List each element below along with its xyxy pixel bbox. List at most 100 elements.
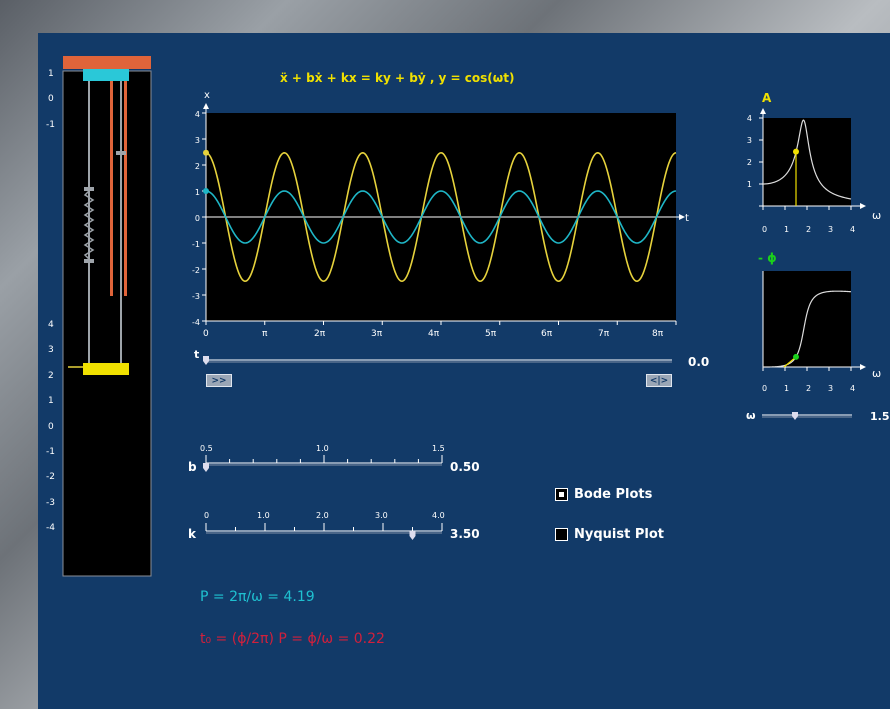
x-tick-label: π [262, 329, 268, 339]
y-tick-label: 4 [194, 110, 200, 119]
series-line-1 [205, 190, 677, 244]
b-tick-label: 1.0 [316, 444, 329, 453]
t-slider[interactable] [203, 349, 684, 369]
omega-value: 1.5 [870, 410, 890, 423]
k-slider-thumb[interactable] [409, 531, 416, 540]
tick-label: 1 [48, 396, 54, 406]
phase-x-arrow [860, 364, 866, 370]
tick-label: -1 [46, 120, 55, 130]
amplitude-omega-label: ω [872, 209, 882, 222]
delay-readout: t₀ = (ϕ/2π) P = ϕ/ω = 0.22 [200, 631, 385, 647]
k-tick-label: 2.0 [316, 511, 329, 520]
nyquist-checkbox[interactable] [555, 528, 568, 541]
x-tick-label: 4π [428, 329, 440, 339]
time-plot-canvas [202, 103, 685, 325]
bode-checkbox[interactable] [555, 488, 568, 501]
y-tick-label: -2 [192, 266, 200, 275]
play-button[interactable]: >> [206, 374, 232, 387]
series-marker-0 [203, 149, 209, 156]
y-tick-label: -1 [192, 240, 200, 249]
x-tick-label: 8π [652, 329, 664, 339]
amp-x-arrow [860, 203, 866, 209]
phase-x-tick: 4 [850, 384, 856, 393]
b-tick-label: 0.5 [200, 444, 213, 453]
amp-y-tick: 1 [746, 180, 752, 189]
tick-label: 3 [48, 345, 54, 355]
phase-curve [763, 290, 852, 368]
period-readout: P = 2π/ω = 4.19 [200, 589, 315, 605]
phase-marker [793, 353, 799, 360]
amp-x-tick: 2 [806, 225, 812, 234]
tick-label: 0 [48, 422, 54, 432]
x-axis-arrow [679, 214, 685, 220]
y-tick-label: 1 [194, 188, 200, 197]
b-slider-label: b [188, 460, 197, 474]
k-tick-label: 1.0 [257, 511, 270, 520]
tick-label: 0 [48, 94, 54, 104]
simulation-panel: 1 0 -1 4 3 2 1 0 -1 -2 -3 -4 ẍ + bẋ + kx… [38, 33, 890, 709]
tick-label: 4 [48, 320, 54, 330]
tick-label: -2 [46, 472, 55, 482]
omega-slider-thumb[interactable] [792, 412, 798, 420]
phase-background [763, 271, 851, 367]
amp-y-tick: 4 [746, 114, 752, 123]
t-slider-label: t [194, 348, 200, 361]
x-axis-label: t [685, 213, 689, 224]
amp-x-tick: 4 [850, 225, 856, 234]
omega-slider[interactable] [762, 405, 862, 425]
phase-canvas [762, 271, 866, 371]
series-marker-1 [203, 188, 209, 194]
x-tick-label: 3π [371, 329, 383, 339]
phase-x-tick: 2 [806, 384, 812, 393]
phase-x-tick: 3 [828, 384, 834, 393]
amp-x-tick: 1 [784, 225, 790, 234]
amp-x-tick: 3 [828, 225, 834, 234]
b-slider[interactable] [203, 451, 454, 475]
y-tick-label: 0 [194, 214, 200, 223]
phase-x-tick: 0 [762, 384, 768, 393]
equation: ẍ + bẋ + kx = ky + bẏ , y = cos(ωt) [280, 71, 515, 85]
nyquist-label: Nyquist Plot [574, 527, 664, 542]
tick-label: -4 [46, 523, 55, 533]
b-slider-thumb[interactable] [203, 463, 209, 472]
b-tick-label: 1.5 [432, 444, 445, 453]
x-tick-label: 2π [314, 329, 326, 339]
spring-apparatus [62, 56, 152, 577]
y-tick-label: 3 [194, 136, 200, 145]
k-value: 3.50 [450, 527, 480, 541]
bode-label: Bode Plots [574, 487, 653, 502]
y-tick-label: -4 [192, 318, 200, 327]
phase-x-tick: 1 [784, 384, 790, 393]
amplitude-marker [793, 148, 799, 155]
x-tick-label: 7π [598, 329, 610, 339]
tick-label: 2 [48, 371, 54, 381]
series-line-0 [205, 151, 677, 283]
amplitude-curve [763, 119, 852, 200]
omega-slider-label: ω [746, 409, 756, 422]
amplitude-axis-label: A [762, 91, 772, 105]
x-tick-label: 6π [541, 329, 553, 339]
y-tick-label: 2 [194, 162, 200, 171]
k-slider[interactable] [204, 519, 454, 543]
amp-x-tick: 0 [762, 225, 768, 234]
amp-y-tick: 3 [746, 136, 752, 145]
k-slider-label: k [188, 527, 196, 541]
amp-y-tick: 2 [746, 158, 752, 167]
tick-label: 1 [48, 69, 54, 79]
y-tick-label: -3 [192, 292, 200, 301]
k-tick-label: 4.0 [432, 511, 445, 520]
k-tick-label: 0 [204, 511, 210, 520]
amplitude-canvas [759, 108, 866, 210]
phase-axis-label: - ϕ [758, 251, 777, 265]
t-slider-thumb[interactable] [203, 356, 209, 365]
y-axis-arrow [203, 103, 209, 109]
phase-omega-label: ω [872, 367, 882, 380]
tick-label: -3 [46, 498, 55, 508]
x-tick-label: 0 [203, 329, 209, 339]
y-axis-label: x [204, 90, 210, 101]
amp-y-arrow [760, 108, 766, 114]
t-value: 0.0 [688, 355, 710, 369]
checkbox-mark [559, 492, 564, 497]
step-button[interactable]: <|> [646, 374, 672, 387]
tick-label: -1 [46, 447, 55, 457]
